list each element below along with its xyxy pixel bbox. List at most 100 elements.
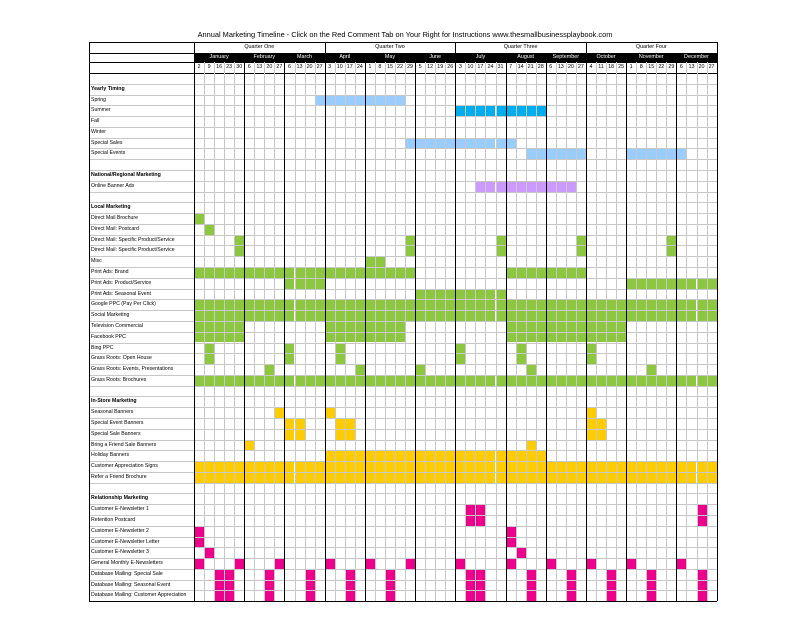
timeline-cell-filled [344,568,355,580]
timeline-cell-filled [585,428,596,440]
timeline-cell-filled [324,407,335,418]
timeline-cell-filled [465,105,476,117]
week-date: 27 [577,64,584,70]
timeline-cell-filled [525,374,536,386]
timeline-cell-filled [344,310,355,321]
timeline-cell-filled [384,450,395,462]
timeline-cell-filled [696,277,707,289]
timeline-cell-filled [525,579,536,591]
timeline-cell-filled [395,374,406,386]
timeline-cell-filled [676,471,687,483]
week-divider [495,62,497,602]
row-label: Customer E-Newsletter 2 [91,527,149,534]
timeline-cell-filled [505,471,516,483]
row-divider [89,374,717,376]
timeline-cell-filled [666,374,677,386]
timeline-cell-filled [535,267,546,278]
week-date: 5 [418,64,422,70]
timeline-cell-filled [646,568,657,580]
timeline-cell-filled [405,310,416,321]
timeline-cell-filled [244,461,255,472]
timeline-cell-filled [374,299,385,311]
timeline-cell-filled [274,471,285,483]
week-date: 2 [197,64,201,70]
timeline-cell-filled [284,353,295,365]
timeline-cell-filled [596,331,607,343]
timeline-cell-filled [585,353,596,365]
timeline-cell-filled [505,137,516,149]
row-label: General Monthly E-Newsletters [91,560,163,567]
timeline-cell-filled [334,450,345,462]
timeline-cell-filled [264,590,275,602]
timeline-cell-filled [314,310,325,321]
timeline-cell-filled [575,310,586,321]
timeline-cell-filled [204,461,215,472]
quarter-divider [194,42,195,602]
timeline-cell-filled [304,299,315,311]
timeline-cell-filled [555,374,566,386]
timeline-cell-filled [495,245,506,257]
timeline-cell-filled [334,299,345,311]
timeline-cell-filled [575,320,586,332]
week-divider [405,62,407,602]
timeline-cell-filled [585,417,596,429]
timeline-cell-filled [204,547,215,559]
timeline-cell-filled [284,299,295,311]
month-header: March [284,53,325,62]
timeline-cell-filled [354,310,365,321]
timeline-cell-filled [485,310,496,321]
timeline-cell-filled [465,579,476,591]
timeline-cell-filled [324,310,335,321]
timeline-cell-filled [505,310,516,321]
timeline-cell-filled [224,331,235,343]
timeline-cell-filled [525,461,536,472]
timeline-cell-filled [696,579,707,591]
timeline-cell-filled [706,461,717,472]
row-divider [89,547,717,549]
timeline-cell-filled [304,374,315,386]
row-divider [89,148,717,150]
timeline-cell-filled [515,320,526,332]
row-label: Television Commercial [91,322,143,329]
timeline-cell-filled [495,234,506,246]
row-divider [89,73,717,74]
timeline-cell-filled [435,471,446,483]
week-date: 1 [368,64,372,70]
row-label: Customer E-Newsletter 1 [91,506,149,513]
timeline-cell-filled [696,590,707,602]
row-label: Print Ads: Product/Service [91,279,152,286]
row-label: Grass Roots: Events, Presentations [91,366,174,373]
timeline-cell-filled [274,407,285,418]
row-divider [89,245,717,247]
row-divider [89,461,717,463]
timeline-cell-filled [545,471,556,483]
timeline-cell-filled [294,461,305,472]
timeline-cell-filled [354,471,365,483]
timeline-cell-filled [696,514,707,526]
week-divider [606,62,608,602]
timeline-cell-filled [344,94,355,106]
timeline-cell-filled [254,310,265,321]
timeline-cell-filled [344,579,355,591]
timeline-cell-filled [525,180,536,192]
timeline-cell-filled [304,471,315,483]
timeline-cell-filled [575,331,586,343]
timeline-cell-filled [706,374,717,386]
timeline-cell-filled [314,94,325,106]
timeline-cell-filled [535,331,546,343]
timeline-cell-filled [646,148,657,160]
timeline-cell-filled [334,342,345,354]
timeline-cell-filled [354,320,365,332]
quarter-divider [455,42,457,602]
timeline-cell-filled [545,331,556,343]
timeline-cell-filled [455,461,466,472]
row-label: Direct Mail: Specific Product/Service [91,247,175,254]
timeline-cell-filled [334,94,345,106]
week-divider [294,62,296,602]
timeline-cell-filled [485,299,496,311]
timeline-cell-filled [364,558,375,569]
week-divider [234,62,236,602]
row-divider [89,471,717,473]
timeline-cell-filled [515,331,526,343]
timeline-cell-filled [224,374,235,386]
